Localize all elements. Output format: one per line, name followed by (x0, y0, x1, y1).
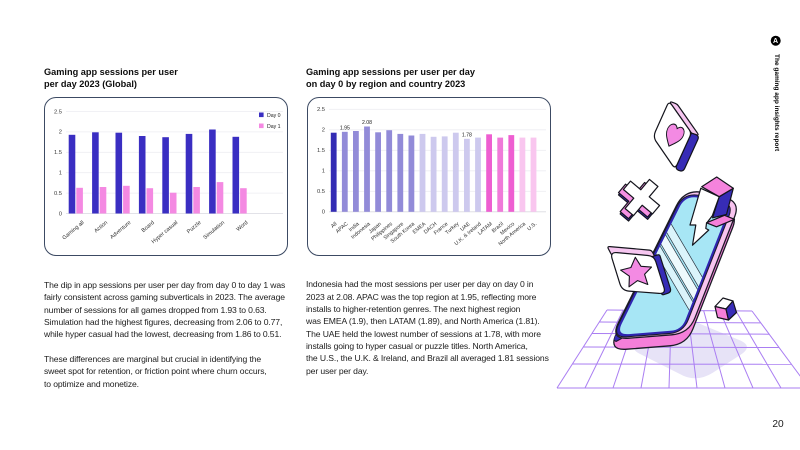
svg-text:2: 2 (58, 129, 61, 135)
svg-text:0: 0 (322, 209, 325, 215)
svg-text:1.95: 1.95 (340, 125, 350, 131)
svg-text:1.78: 1.78 (462, 132, 472, 138)
svg-text:1: 1 (58, 170, 61, 176)
svg-text:2.5: 2.5 (317, 107, 325, 113)
svg-text:0.5: 0.5 (317, 189, 325, 195)
svg-text:1.5: 1.5 (53, 150, 61, 156)
svg-text:2.5: 2.5 (53, 109, 61, 115)
svg-text:2: 2 (322, 127, 325, 133)
svg-text:1: 1 (322, 168, 325, 174)
svg-text:All: All (330, 221, 338, 229)
svg-text:Day 1: Day 1 (267, 123, 281, 129)
svg-text:UAE: UAE (459, 220, 472, 232)
svg-text:A: A (773, 38, 778, 45)
svg-text:Day 0: Day 0 (267, 112, 281, 118)
svg-text:U.S.: U.S. (526, 221, 538, 232)
svg-text:1.5: 1.5 (317, 148, 325, 154)
svg-text:0: 0 (58, 211, 61, 217)
svg-text:2.08: 2.08 (362, 120, 372, 126)
svg-text:0.5: 0.5 (53, 190, 61, 196)
